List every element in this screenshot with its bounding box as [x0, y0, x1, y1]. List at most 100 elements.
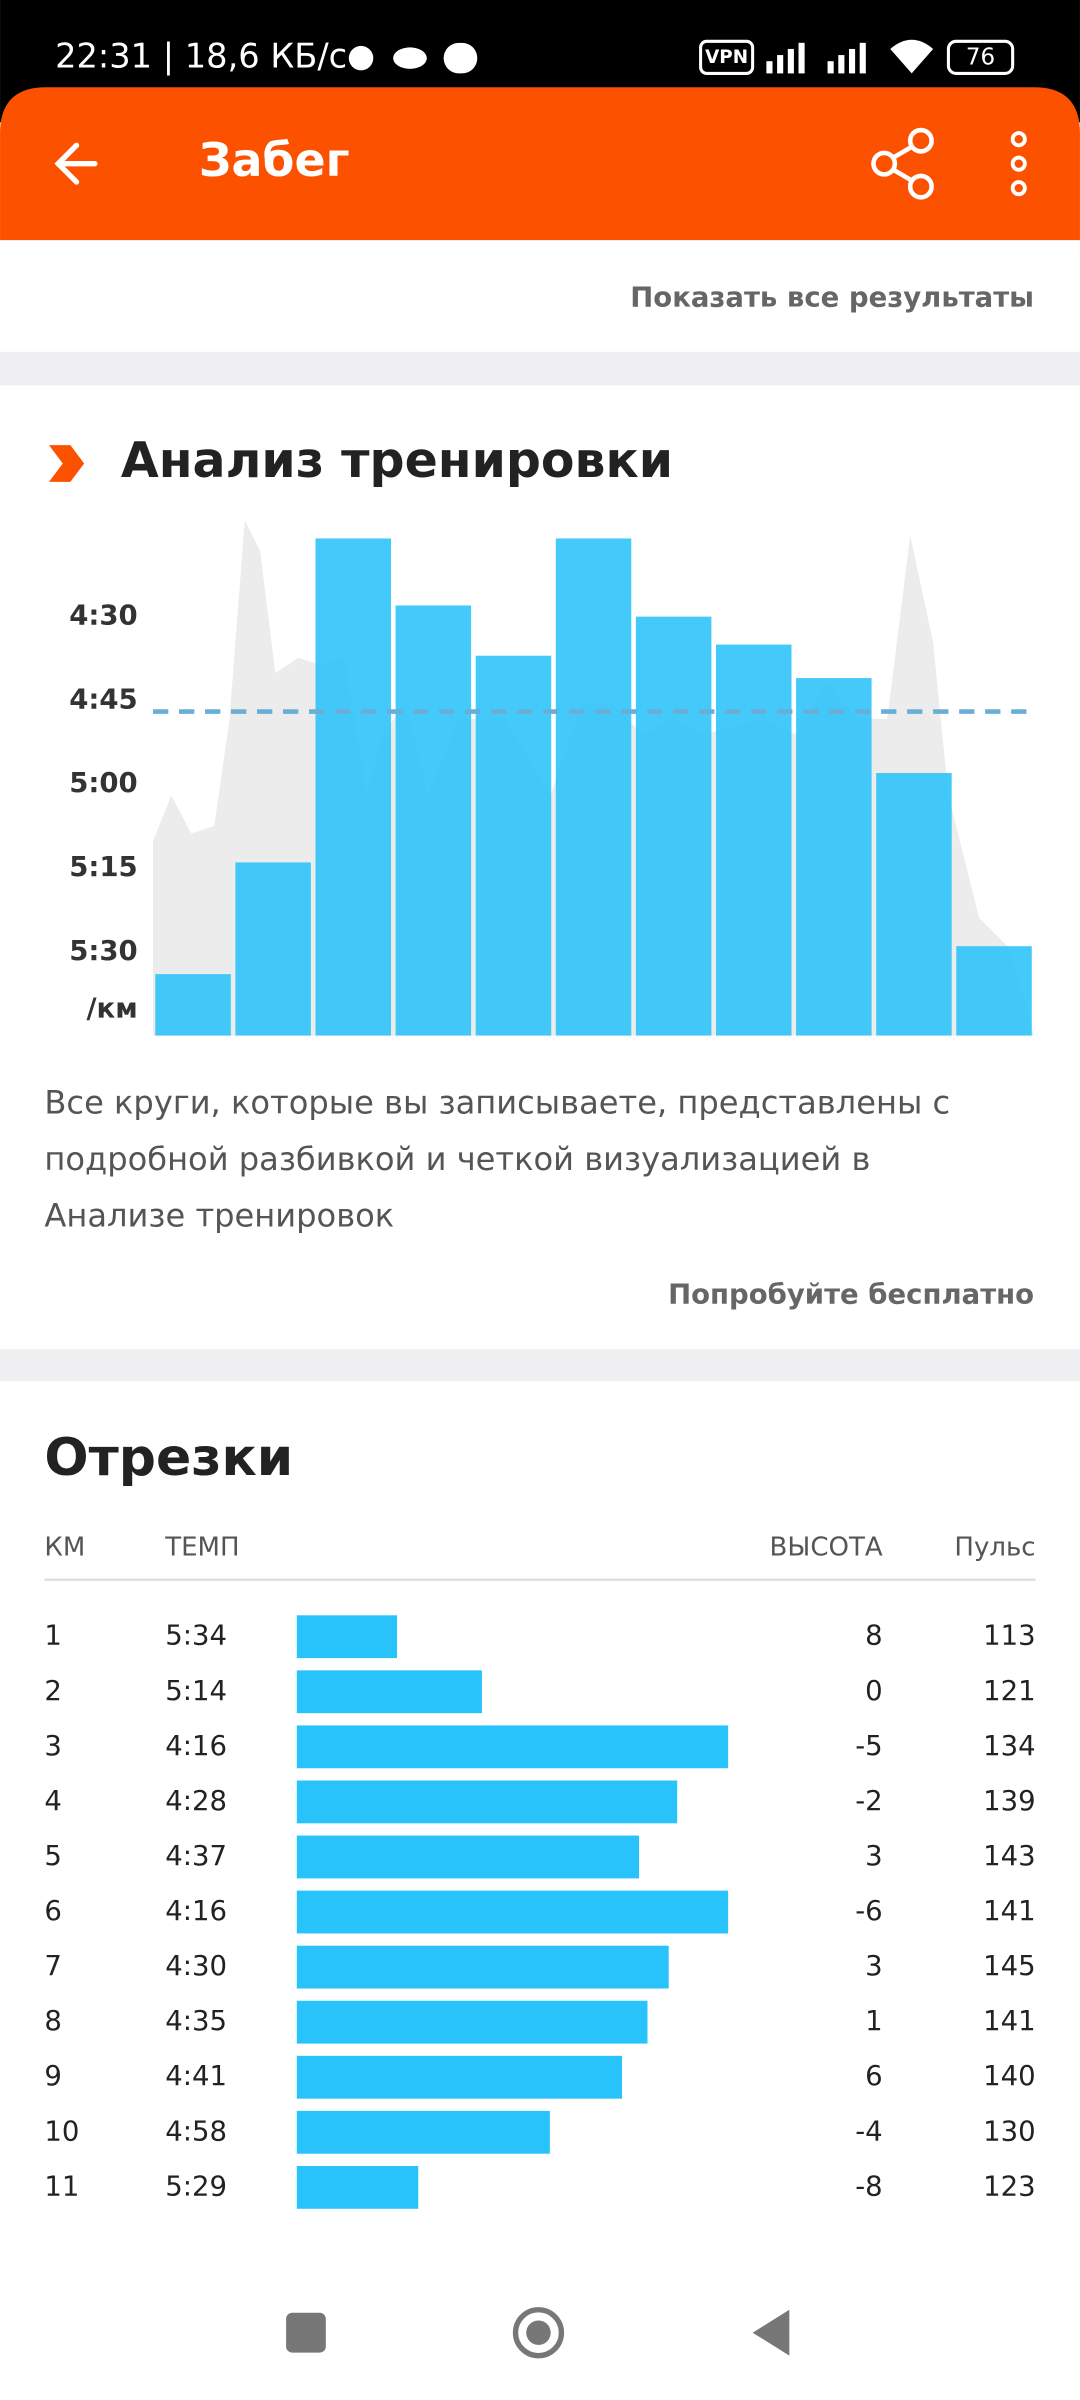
separator [0, 1349, 1080, 1382]
hr-cell: 113 [983, 1620, 1036, 1652]
bar [956, 946, 1032, 1036]
elevation-cell: 3 [865, 1950, 883, 1982]
chart: 4:30 4:45 5:00 5:15 5:30/км [69, 538, 1035, 1036]
y-tick-label: 5:00 [69, 767, 137, 799]
app-bar [0, 87, 1080, 241]
section-icon [48, 445, 85, 482]
elevation-cell: -2 [855, 1785, 882, 1817]
pace-cell: 4:41 [165, 2060, 227, 2092]
pace-bar [296, 1945, 669, 1989]
menu-button[interactable] [1010, 131, 1027, 197]
try-free-link[interactable]: Попробуйте бесплатно [668, 1279, 1034, 1311]
column-header: Пульс [954, 1532, 1035, 1562]
description: Все круги, которые вы записываете, предс… [44, 1083, 950, 1121]
pace-bar [296, 2110, 550, 2154]
pace-cell: 4:16 [165, 1730, 227, 1762]
km-cell: 1 [44, 1620, 62, 1652]
pace-bar [296, 1615, 398, 1659]
pace-bar [296, 1890, 729, 1934]
pace-bar [296, 1670, 482, 1714]
pace-cell: 4:28 [165, 1785, 227, 1817]
pace-cell: 4:58 [165, 2115, 227, 2147]
km-cell: 11 [44, 2170, 79, 2202]
bar [715, 644, 792, 1036]
pace-bar [296, 2055, 623, 2099]
status-time: 22:31 | 18,6 КБ/с [55, 37, 347, 76]
bar [155, 974, 231, 1036]
back-button[interactable] [54, 142, 98, 185]
elevation-cell: 8 [865, 1620, 883, 1652]
column-header: ТЕМП [164, 1532, 239, 1562]
hr-cell: 145 [983, 1950, 1036, 1982]
pace-bar [296, 2000, 648, 2044]
hr-cell: 139 [983, 1785, 1036, 1817]
bar [315, 538, 391, 1036]
km-cell: 5 [44, 1840, 62, 1872]
elevation-cell: 6 [865, 2060, 883, 2092]
y-axis-unit: /км [86, 993, 137, 1025]
bar [635, 616, 712, 1036]
y-tick-label: 5:15 [69, 851, 137, 883]
y-tick-label: 4:45 [69, 683, 137, 715]
hr-cell: 123 [983, 2170, 1036, 2202]
bar [395, 605, 472, 1036]
column-header: ВЫСОТА [770, 1532, 883, 1562]
bar [796, 678, 872, 1036]
show-results-link[interactable]: Показать все результаты [630, 281, 1034, 313]
hr-cell: 121 [983, 1675, 1036, 1707]
pace-cell: 4:16 [165, 1895, 227, 1927]
bar [235, 862, 311, 1036]
km-cell: 10 [44, 2115, 79, 2147]
hr-cell: 141 [983, 2005, 1036, 2037]
pace-bar [296, 1725, 729, 1769]
elevation-cell: -5 [855, 1730, 882, 1762]
header-divider [44, 1578, 1036, 1581]
description: подробной разбивкой и четкой визуализаци… [44, 1140, 870, 1178]
pace-cell: 5:29 [165, 2170, 227, 2202]
nav-back[interactable] [752, 2309, 790, 2356]
elevation-cell: 1 [865, 2005, 883, 2037]
bar [475, 655, 552, 1036]
hr-cell: 141 [983, 1895, 1036, 1927]
km-cell: 3 [44, 1730, 62, 1762]
pace-cell: 5:14 [165, 1675, 227, 1707]
splits-title: Отрезки [44, 1428, 293, 1488]
nav-home[interactable] [512, 2307, 565, 2359]
elevation-cell: -8 [855, 2170, 882, 2202]
hr-cell: 143 [983, 1840, 1036, 1872]
pace-cell: 4:37 [165, 1840, 227, 1872]
bar [555, 538, 632, 1036]
km-cell: 4 [44, 1785, 62, 1817]
pace-cell: 4:35 [165, 2005, 227, 2037]
pace-cell: 4:30 [165, 1950, 227, 1982]
elevation-cell: 0 [865, 1675, 883, 1707]
hr-cell: 140 [983, 2060, 1036, 2092]
elevation-cell: -6 [855, 1895, 882, 1927]
column-header: КМ [44, 1532, 85, 1562]
bar [876, 773, 952, 1036]
pace-bar [296, 1835, 639, 1879]
km-cell: 6 [44, 1895, 62, 1927]
hr-cell: 134 [983, 1730, 1036, 1762]
y-tick-label: 4:30 [69, 600, 137, 632]
hr-cell: 130 [983, 2115, 1036, 2147]
nav-recents[interactable] [286, 2312, 326, 2353]
pace-cell: 5:34 [165, 1620, 227, 1652]
km-cell: 2 [44, 1675, 62, 1707]
pace-bar [296, 2165, 419, 2209]
battery-level: 76 [966, 45, 995, 71]
elevation-cell: 3 [865, 1840, 883, 1872]
app-title: Забег [199, 133, 350, 187]
description: Анализе тренировок [44, 1197, 394, 1235]
status-icons [348, 39, 1015, 75]
elevation-cell: -4 [855, 2115, 882, 2147]
y-tick-label: 5:30 [69, 935, 137, 967]
km-cell: 9 [44, 2060, 62, 2092]
pace-bar [296, 1780, 678, 1824]
vpn-label: VPN [705, 47, 748, 68]
share-button[interactable] [871, 127, 934, 200]
